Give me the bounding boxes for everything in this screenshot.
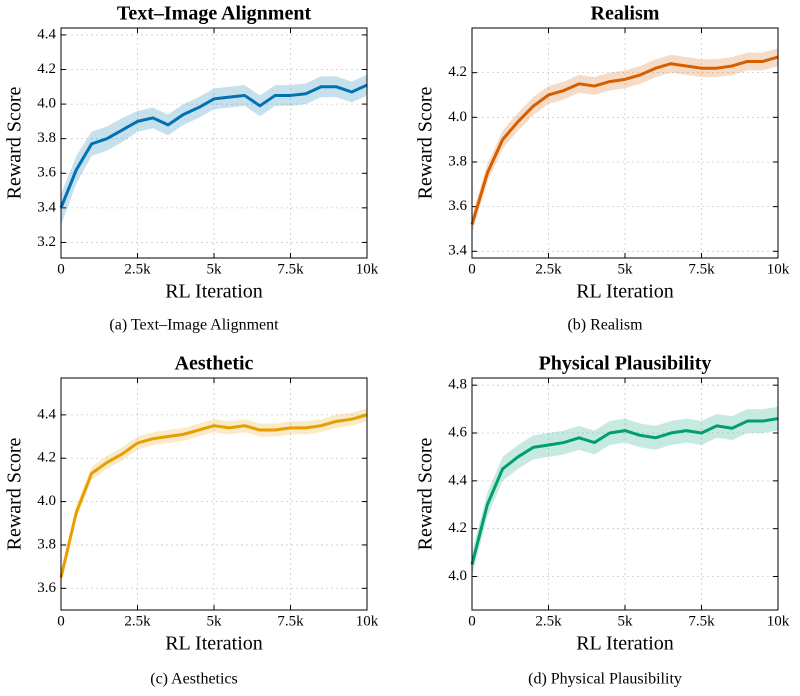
y-tick-label: 3.4 [448, 243, 467, 259]
y-tick-label: 3.8 [37, 130, 56, 146]
x-tick-label: 5k [618, 261, 634, 277]
x-tick-label: 2.5k [535, 613, 562, 629]
x-tick-label: 10k [767, 261, 790, 277]
x-tick-label: 7.5k [277, 613, 304, 629]
x-tick-label: 2.5k [535, 261, 562, 277]
band [472, 48, 778, 234]
caption: (d) Physical Plausibility [528, 671, 682, 688]
chart-title: Aesthetic [175, 353, 254, 375]
panel: 3.2 3.4 3.6 3.8 4.0 4.2 4.4 0 2.5k 5k 7.5k 10k Text–… [4, 3, 379, 334]
band [61, 408, 367, 584]
x-tick-label: 0 [57, 613, 65, 629]
y-tick-label: 3.6 [37, 165, 56, 181]
line [470, 55, 779, 225]
y-axis-label: Reward Score [4, 87, 26, 200]
x-tick-label: 7.5k [688, 261, 715, 277]
y-tick-label: 4.4 [37, 26, 56, 42]
x-tick-label: 10k [356, 613, 379, 629]
y-tick-label: 4.0 [37, 493, 56, 509]
band [472, 406, 778, 577]
axes-frame [471, 27, 779, 259]
y-tick-label: 3.6 [37, 580, 56, 596]
x-axis-label: RL Iteration [165, 633, 263, 655]
caption: (b) Realism [567, 317, 643, 334]
chart-title: Physical Plausibility [539, 353, 712, 375]
x-tick-label: 2.5k [124, 261, 151, 277]
x-tick-label: 7.5k [688, 613, 715, 629]
x-tick-label: 7.5k [277, 261, 304, 277]
y-tick-label: 3.2 [37, 234, 56, 250]
axes-frame [471, 377, 779, 611]
y-axis-label: Reward Score [4, 438, 26, 551]
y-tick-label: 4.4 [37, 406, 56, 422]
axes-frame [60, 377, 368, 611]
x-tick-label: 0 [468, 613, 476, 629]
x-axis-label: RL Iteration [165, 281, 263, 303]
panel: 4.0 4.2 4.4 4.6 4.8 0 2.5k 5k 7.5k 10k Physical Pl… [415, 353, 790, 688]
x-axis-label: RL Iteration [576, 633, 674, 655]
y-tick-label: 4.2 [37, 61, 56, 77]
line [470, 417, 779, 565]
y-tick-label: 3.8 [448, 153, 467, 169]
panel: 3.4 3.6 3.8 4.0 4.2 0 2.5k 5k 7.5k 10k Realism RL I… [415, 3, 790, 334]
x-tick-label: 0 [468, 261, 476, 277]
x-tick-label: 5k [207, 261, 223, 277]
x-axis-label: RL Iteration [576, 281, 674, 303]
y-tick-label: 4.2 [37, 450, 56, 466]
y-tick-label: 4.2 [448, 64, 467, 80]
chart-title: Text–Image Alignment [117, 3, 312, 25]
y-tick-label: 4.0 [37, 96, 56, 112]
x-tick-label: 10k [767, 613, 790, 629]
y-tick-label: 4.6 [448, 424, 467, 440]
x-tick-label: 5k [207, 613, 223, 629]
chart-title: Realism [591, 3, 660, 25]
y-tick-label: 3.6 [448, 198, 467, 214]
y-tick-label: 4.0 [448, 109, 467, 125]
axes-frame [60, 27, 368, 259]
line [59, 413, 368, 578]
caption: (c) Aesthetics [150, 671, 238, 688]
band [61, 74, 367, 226]
y-tick-label: 3.4 [37, 199, 56, 215]
x-tick-label: 0 [57, 261, 65, 277]
x-tick-label: 5k [618, 613, 634, 629]
y-tick-label: 4.4 [448, 472, 467, 488]
y-tick-label: 4.8 [448, 377, 467, 393]
caption: (a) Text–Image Alignment [109, 317, 279, 334]
x-tick-label: 2.5k [124, 613, 151, 629]
y-axis-label: Reward Score [415, 438, 437, 551]
y-tick-label: 3.8 [37, 536, 56, 552]
y-tick-label: 4.2 [448, 520, 467, 536]
panel: 3.6 3.8 4.0 4.2 4.4 0 2.5k 5k 7.5k 10k Aesthetic RL… [4, 353, 379, 688]
line [59, 83, 368, 209]
y-tick-label: 4.0 [448, 568, 467, 584]
x-tick-label: 10k [356, 261, 379, 277]
y-axis-label: Reward Score [415, 87, 437, 200]
